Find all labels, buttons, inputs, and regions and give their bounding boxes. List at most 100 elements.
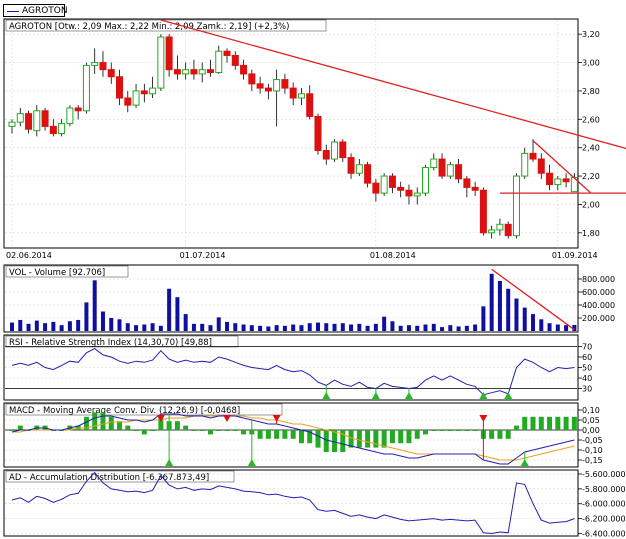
rsi-title-box [5,335,239,348]
volume-bar [448,325,453,331]
volume-bar [233,323,238,331]
ad-title: AD - Accumulation Distribution [-6.367.8… [9,473,209,483]
candle-up [446,164,454,177]
volume-bar [291,324,296,331]
volume-bar [134,325,139,331]
price-trendlines [160,19,626,194]
volume-title: VOL - Volume [92.706] [9,268,105,278]
y-tick-label: 3,20 [582,30,600,39]
candle-up [58,123,66,134]
histogram-bar [439,430,445,431]
candle-up [91,62,99,66]
candle-down [173,69,181,75]
volume-bar [10,322,14,331]
volume-bar [431,323,436,331]
volume-bar [564,325,569,331]
candle-down [397,186,405,191]
volume-bar [464,325,469,331]
candle-down [107,69,115,78]
histogram-bar [555,416,561,430]
histogram-bar [332,430,338,452]
histogram-bar [563,416,569,430]
candle-down [289,87,297,99]
histogram-bar [431,430,437,431]
histogram-bar [241,430,247,435]
x-tick-label: 01.07.2014 [180,251,226,260]
volume-bar [497,280,502,331]
y-tick-label: 60 [582,353,592,362]
candle-down [41,110,49,127]
volume-title-box [5,265,129,278]
volume-bar [415,325,420,331]
sell-signal-marker [223,415,232,422]
histogram-bar [472,430,478,431]
candle-down [388,175,396,188]
macd-line [11,413,575,465]
candle-up [132,90,140,106]
candle-down [190,69,198,75]
candle-up [8,121,16,127]
histogram-bar [282,430,288,439]
price-title: AGROTON [Otw.: 2,09 Max.: 2,22 Min.: 2,0… [9,22,289,32]
candle-down [479,189,487,234]
volume-bar [522,307,527,331]
histogram-bar [117,421,123,430]
volume-y-axis: 800.000 600.000 400.000 200.000 [578,275,615,323]
buy-signal-marker [504,392,513,399]
sell-signal-marker [156,415,165,422]
y-tick-label: 800.000 [582,275,615,284]
candle-up [215,50,223,73]
histogram-bar [199,430,205,431]
candle-down [339,141,347,159]
histogram-bar [547,416,553,430]
candle-down [364,164,372,184]
volume-panel: VOL - Volume [92.706] 800.000 600.000 400.… [3,264,615,333]
volume-bar [315,322,320,331]
chart-legend: AGROTON [3,4,68,17]
histogram-bar [183,425,189,430]
candle-up [355,164,363,174]
volume-bar [390,321,395,331]
candle-down [206,69,214,73]
volume-bar [100,311,105,331]
histogram-bar [381,430,387,448]
y-tick-label: 200.000 [582,314,615,323]
histogram-bar [348,430,354,448]
volume-bar [258,325,263,331]
candle-down [140,90,148,95]
histogram-bar [456,430,462,431]
histogram-bar [373,430,379,448]
volume-bar [150,323,155,331]
histogram-bar [216,430,222,431]
candle-up [149,87,157,95]
volume-bar [555,324,560,331]
x-tick-label: 01.09.2014 [552,251,598,260]
candle-up [66,107,74,125]
candle-down [231,54,239,66]
price-y-axis: 3,20 3,00 2,80 2,60 2,40 2,20 2,00 1,80 [578,30,600,238]
candle-up [157,36,165,89]
y-tick-label: 2,20 [582,172,600,181]
volume-bars [10,273,577,331]
rsi-title: RSI - Relative Strength Index (14,30,70)… [9,338,212,348]
volume-bar [299,325,304,331]
volume-bar [324,323,329,331]
candle-down [124,97,132,106]
candle-down [455,164,463,180]
histogram-bar [224,430,230,431]
volume-bar [175,297,180,331]
candle-down [281,79,289,89]
volume-bar [92,280,97,331]
sell-signal-marker [272,415,281,422]
candle-down [529,152,537,160]
candle-up [33,110,41,132]
volume-bar [76,319,81,331]
ad-grid [5,473,577,534]
histogram-bar [232,430,238,431]
histogram-bar [207,430,213,435]
histogram-bar [315,430,321,448]
histogram-bar [365,430,371,448]
y-tick-label: 0,10 [582,406,600,415]
x-tick-label: 02.06.2014 [6,251,52,260]
